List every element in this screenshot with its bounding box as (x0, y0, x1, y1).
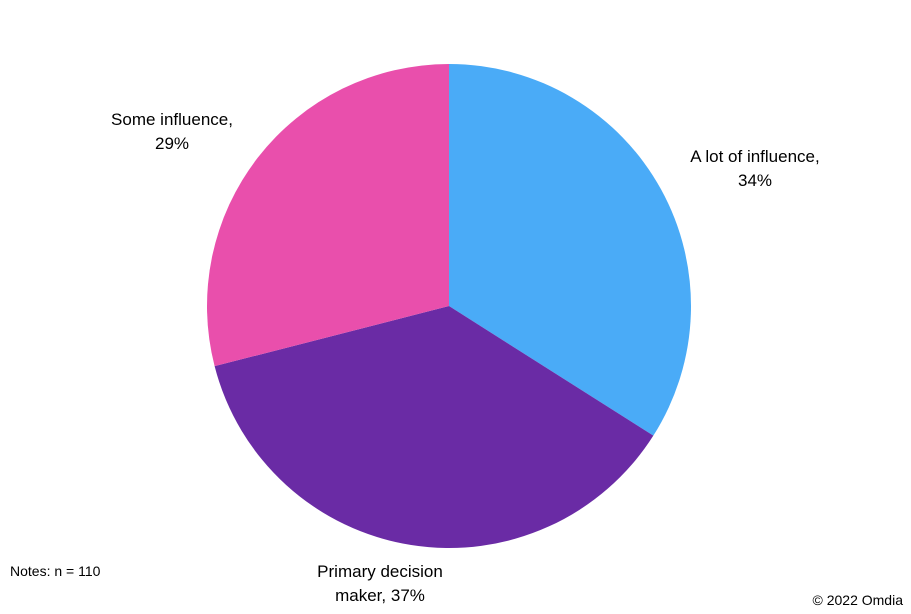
slice-label: Some influence, 29% (97, 108, 247, 156)
category-label: Some influence, (111, 110, 233, 129)
notes: Notes: n = 110 (10, 563, 101, 579)
category-label: A lot of influence, (690, 147, 820, 166)
category-label: Primary decision maker, (317, 562, 443, 605)
slice-label: A lot of influence, 34% (675, 145, 835, 193)
pie-slice (449, 64, 691, 436)
value-label: 34% (737, 171, 773, 190)
value-label: 37% (390, 586, 425, 605)
pie-slice (207, 64, 449, 367)
pie-slice (214, 306, 654, 548)
value-label: 29% (154, 134, 190, 153)
source: © 2022 Omdia (812, 592, 903, 608)
slice-label: Primary decision maker, 37% (300, 560, 460, 608)
